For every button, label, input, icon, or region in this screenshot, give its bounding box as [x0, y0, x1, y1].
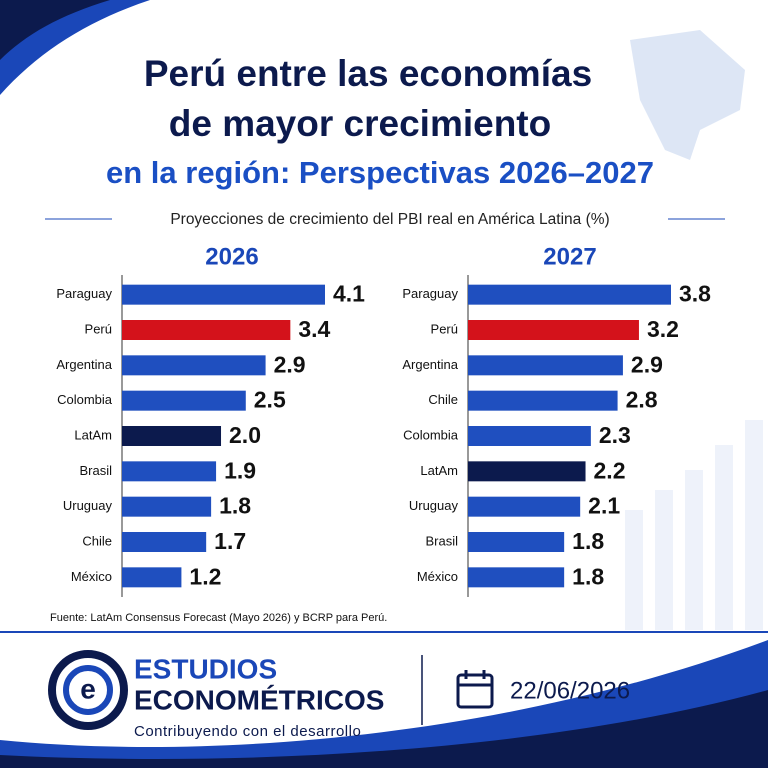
bottom-wave-dark — [0, 690, 768, 768]
bar — [122, 390, 246, 411]
bar — [468, 284, 671, 305]
logo: e — [48, 650, 128, 730]
category-label: Uruguay — [409, 498, 459, 513]
category-label: Colombia — [403, 427, 459, 442]
corner-swoosh-dark — [0, 0, 110, 60]
value-label: 1.8 — [572, 563, 604, 589]
category-label: Paraguay — [56, 286, 112, 301]
category-label: Paraguay — [402, 286, 458, 301]
category-label: LatAm — [420, 463, 458, 478]
bar — [122, 320, 291, 340]
svg-text:e: e — [80, 673, 96, 704]
category-label: México — [71, 569, 112, 584]
category-label: LatAm — [74, 427, 112, 442]
bar — [468, 532, 565, 552]
category-label: Chile — [428, 392, 458, 407]
bar — [122, 461, 217, 482]
value-label: 1.8 — [219, 493, 251, 519]
bar — [468, 426, 591, 446]
bar — [122, 532, 207, 552]
brand-line: ESTUDIOS — [134, 653, 277, 684]
value-label: 2.1 — [588, 493, 620, 519]
category-label: Perú — [431, 321, 458, 336]
bar — [122, 284, 325, 305]
bar — [468, 390, 618, 411]
bar — [468, 567, 565, 588]
category-label: Brasil — [79, 463, 112, 478]
value-label: 2.5 — [254, 387, 286, 413]
bg-bars — [625, 420, 763, 630]
value-label: 3.8 — [679, 281, 711, 307]
value-label: 4.1 — [333, 281, 365, 307]
title-line: de mayor crecimiento — [169, 103, 551, 144]
value-label: 2.8 — [626, 387, 658, 413]
value-label: 3.2 — [647, 316, 679, 342]
value-label: 2.3 — [599, 422, 631, 448]
category-label: Uruguay — [63, 498, 113, 513]
value-label: 2.9 — [631, 351, 663, 377]
value-label: 3.4 — [298, 316, 330, 342]
value-label: 1.8 — [572, 528, 604, 554]
map-decoration — [630, 30, 745, 160]
category-label: Chile — [82, 533, 112, 548]
category-label: Brasil — [425, 533, 458, 548]
tagline: Contribuyendo con el desarrollo — [134, 723, 361, 740]
date: 22/06/2026 — [510, 677, 630, 704]
bar — [468, 496, 581, 517]
brand-line: ECONOMÉTRICOS — [134, 684, 384, 715]
source: Fuente: LatAm Consensus Forecast (Mayo 2… — [50, 612, 387, 624]
chart-title: 2026 — [205, 243, 258, 270]
value-label: 1.9 — [224, 457, 256, 483]
value-label: 1.2 — [189, 563, 221, 589]
bar — [122, 496, 212, 517]
subtitle: Proyecciones de crecimiento del PBI real… — [170, 211, 609, 228]
calendar-icon — [456, 670, 494, 709]
category-label: Argentina — [56, 357, 112, 372]
category-label: México — [417, 569, 458, 584]
bar — [122, 355, 266, 376]
bar — [122, 567, 182, 588]
bar — [122, 426, 222, 446]
value-label: 2.9 — [274, 351, 306, 377]
value-label: 2.2 — [594, 457, 626, 483]
bar — [468, 355, 623, 376]
value-label: 1.7 — [214, 528, 246, 554]
category-label: Argentina — [402, 357, 458, 372]
bar — [468, 320, 639, 340]
value-label: 2.0 — [229, 422, 261, 448]
chart-title: 2027 — [543, 243, 596, 270]
category-label: Colombia — [57, 392, 113, 407]
category-label: Perú — [85, 321, 112, 336]
title-line: Perú entre las economías — [144, 53, 592, 94]
charts: 2026 Paraguay 4.1 Perú 3.4 Argentina 2.9 Colomb… — [56, 243, 711, 597]
bar — [468, 461, 586, 482]
title-line: en la región: Perspectivas 2026–2027 — [106, 155, 654, 190]
